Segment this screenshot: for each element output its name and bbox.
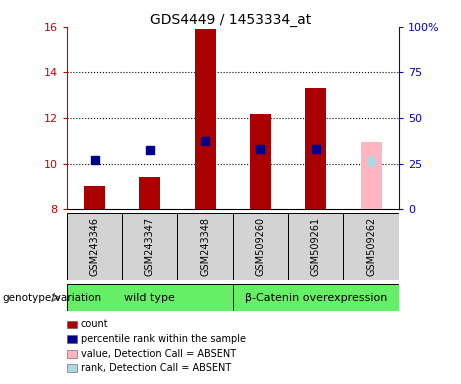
Text: GSM243347: GSM243347 <box>145 217 155 276</box>
Text: GSM243348: GSM243348 <box>200 217 210 276</box>
Bar <box>67 213 122 280</box>
Text: GSM509261: GSM509261 <box>311 217 321 276</box>
Bar <box>139 177 160 209</box>
Point <box>146 147 154 153</box>
Text: genotype/variation: genotype/variation <box>2 293 101 303</box>
Bar <box>305 88 326 209</box>
Bar <box>288 213 343 280</box>
Bar <box>233 284 399 311</box>
Text: wild type: wild type <box>124 293 175 303</box>
Bar <box>67 284 233 311</box>
Bar <box>84 187 105 209</box>
Text: β-Catenin overexpression: β-Catenin overexpression <box>245 293 387 303</box>
Bar <box>233 213 288 280</box>
Text: GDS4449 / 1453334_at: GDS4449 / 1453334_at <box>150 13 311 27</box>
Text: rank, Detection Call = ABSENT: rank, Detection Call = ABSENT <box>81 363 231 373</box>
Bar <box>250 114 271 209</box>
Bar <box>343 213 399 280</box>
Point <box>367 158 375 164</box>
Point <box>201 138 209 144</box>
Point <box>91 157 98 163</box>
Bar <box>361 142 382 209</box>
Text: count: count <box>81 319 108 329</box>
Text: percentile rank within the sample: percentile rank within the sample <box>81 334 246 344</box>
Point <box>257 146 264 152</box>
Bar <box>195 29 216 209</box>
Bar <box>122 213 177 280</box>
Text: GSM509262: GSM509262 <box>366 217 376 276</box>
Text: value, Detection Call = ABSENT: value, Detection Call = ABSENT <box>81 349 236 359</box>
Text: GSM509260: GSM509260 <box>255 217 266 276</box>
Text: GSM243346: GSM243346 <box>89 217 100 276</box>
Bar <box>177 213 233 280</box>
Point <box>312 146 319 152</box>
